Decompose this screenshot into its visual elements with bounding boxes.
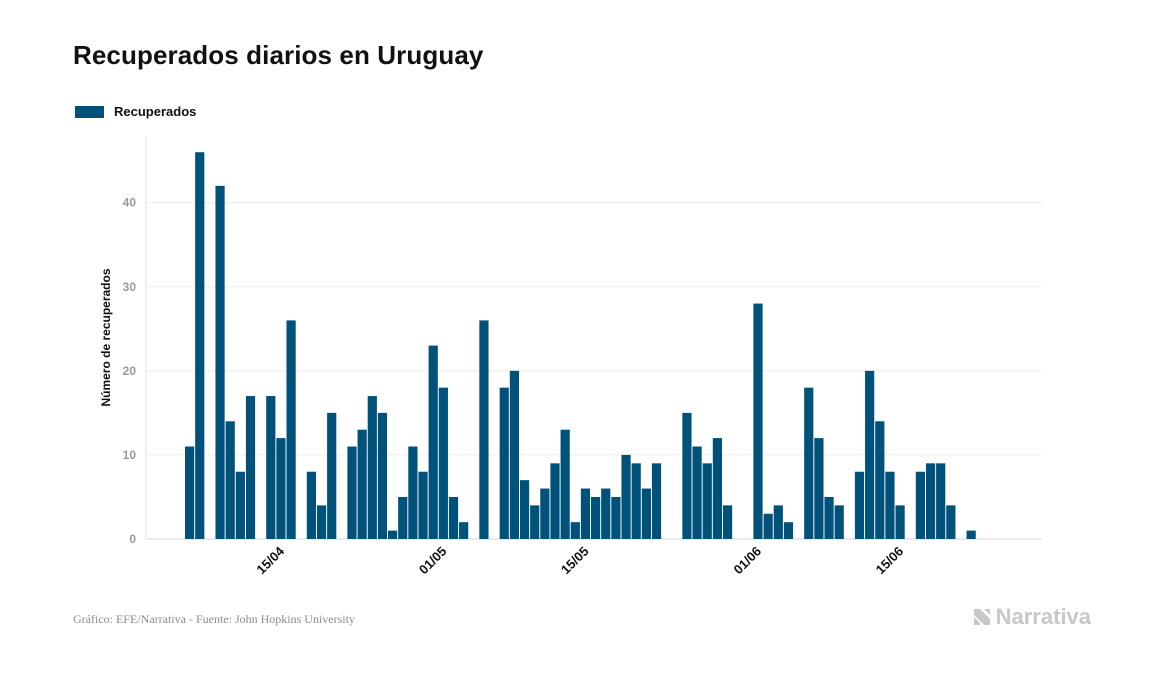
bar: [763, 513, 773, 539]
bar: [398, 496, 408, 539]
x-tick-label: 15/06: [873, 544, 907, 578]
narrativa-logo: Narrativa: [972, 604, 1091, 630]
bar: [276, 438, 286, 539]
bar: [580, 488, 591, 539]
legend-label: Recuperados: [114, 104, 197, 119]
bar: [865, 370, 875, 539]
bar: [519, 480, 530, 539]
legend-swatch: [75, 105, 104, 118]
bar: [824, 496, 834, 539]
x-tick-label: 15/05: [558, 544, 592, 578]
bar: [621, 454, 631, 539]
bar: [459, 522, 469, 539]
bar: [499, 387, 509, 539]
bar: [215, 185, 225, 540]
bar: [682, 412, 692, 539]
bar: [570, 522, 580, 539]
source-note: Gráfico: EFE/Narrativa - Fuente: John Ho…: [73, 612, 355, 626]
bar: [814, 438, 824, 539]
bar: [418, 471, 428, 539]
bars: [185, 152, 976, 540]
bar: [479, 320, 489, 539]
y-tick-label: 20: [123, 364, 137, 378]
bar: [245, 396, 256, 539]
bar: [347, 446, 357, 539]
bar: [936, 463, 946, 539]
bar: [225, 421, 235, 539]
bar: [195, 152, 205, 539]
y-tick-labels: 0 10 20 30 40: [123, 196, 137, 546]
bar: [530, 505, 540, 539]
bar: [550, 463, 560, 539]
narrativa-icon: [973, 609, 990, 625]
bar: [631, 463, 641, 539]
x-tick-label: 01/06: [731, 544, 765, 578]
bar: [235, 471, 245, 539]
bar: [266, 396, 276, 539]
bar: [712, 438, 722, 539]
bar: [591, 496, 601, 539]
bar: [327, 412, 337, 539]
bar: [377, 412, 388, 539]
bar: [286, 320, 296, 539]
brand-name: Narrativa: [995, 604, 1091, 629]
bar: [448, 496, 459, 539]
bar: [885, 471, 895, 539]
bar: [895, 505, 905, 539]
bar: [875, 421, 885, 539]
bar: [306, 471, 316, 539]
bar: [946, 505, 956, 539]
chart-title: Recuperados diarios en Uruguay: [73, 40, 484, 70]
bar: [509, 370, 519, 539]
y-tick-label: 10: [123, 448, 137, 462]
y-tick-label: 30: [123, 280, 137, 294]
bar: [438, 387, 448, 539]
bar: [540, 488, 550, 539]
bar: [773, 505, 783, 539]
bar: [692, 446, 702, 539]
x-tick-label: 15/04: [253, 543, 287, 577]
bar: [834, 505, 844, 539]
bar: [925, 463, 936, 539]
grid-lines: [147, 202, 1042, 540]
y-axis-label: Número de recuperados: [99, 268, 113, 406]
bar: [641, 488, 651, 539]
x-tick-labels: 15/04 01/05 15/05 01/06 15/06: [253, 543, 906, 577]
bar: [722, 505, 733, 539]
bar: [601, 488, 611, 539]
bar: [388, 530, 398, 539]
bar: [316, 505, 327, 539]
bar: [702, 463, 712, 539]
bar: [804, 387, 814, 539]
bar: [185, 446, 195, 539]
y-tick-label: 40: [123, 196, 137, 210]
bar: [367, 396, 377, 539]
x-tick-label: 01/05: [416, 544, 450, 578]
bar: [428, 345, 438, 539]
bar: [783, 522, 794, 539]
bar: [966, 530, 976, 539]
legend: Recuperados: [75, 104, 196, 119]
bar: [915, 471, 925, 539]
bar: [651, 463, 662, 539]
y-tick-label: 0: [129, 532, 136, 546]
bar: [560, 429, 570, 539]
bar: [408, 446, 418, 539]
bar: [357, 429, 367, 539]
bar: [611, 496, 621, 539]
bar: [854, 471, 865, 539]
bar: [753, 303, 763, 539]
